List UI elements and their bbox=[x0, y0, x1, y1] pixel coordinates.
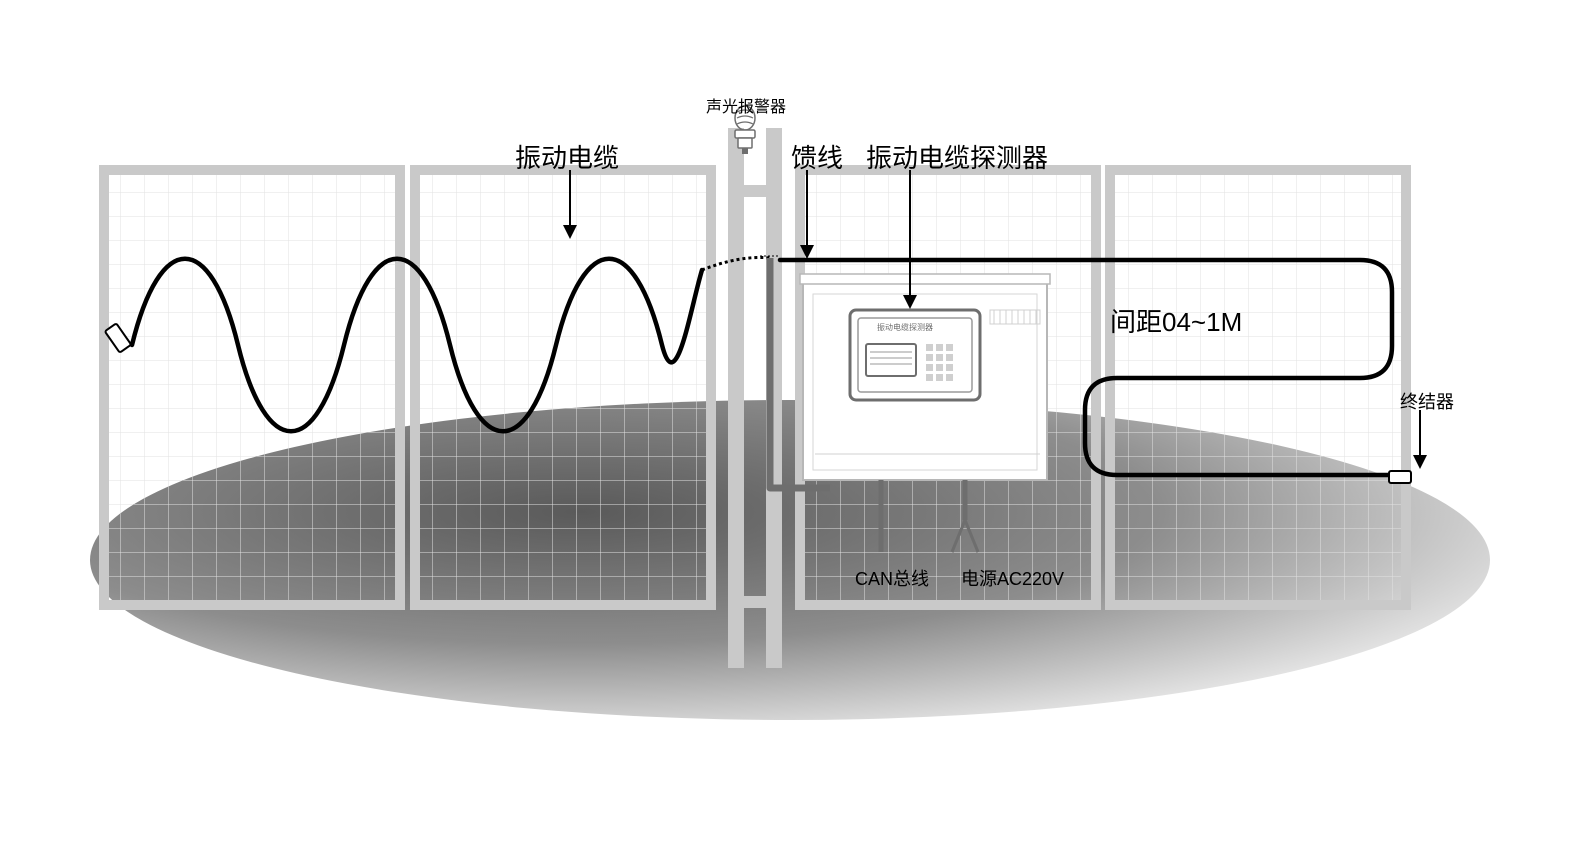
label-detector: 振动电缆探测器 bbox=[866, 145, 1048, 171]
label-spacing: 间距04~1M bbox=[1110, 309, 1242, 335]
diagram-svg bbox=[0, 0, 1595, 858]
label-can-bus: CAN总线 bbox=[855, 570, 929, 588]
label-feed-line: 馈线 bbox=[791, 145, 843, 171]
label-vibration-cable: 振动电缆 bbox=[515, 145, 619, 171]
diagram-stage: 振动电缆 声光报警器 馈线 振动电缆探测器 间距04~1M 终结器 CAN总线 … bbox=[0, 0, 1595, 858]
label-detector-tiny: 振动电缆探测器 bbox=[877, 324, 933, 332]
label-terminator: 终结器 bbox=[1400, 393, 1454, 411]
detector-enclosure bbox=[800, 274, 1050, 480]
label-alarm: 声光报警器 bbox=[706, 100, 786, 116]
label-power: 电源AC220V bbox=[961, 570, 1064, 588]
